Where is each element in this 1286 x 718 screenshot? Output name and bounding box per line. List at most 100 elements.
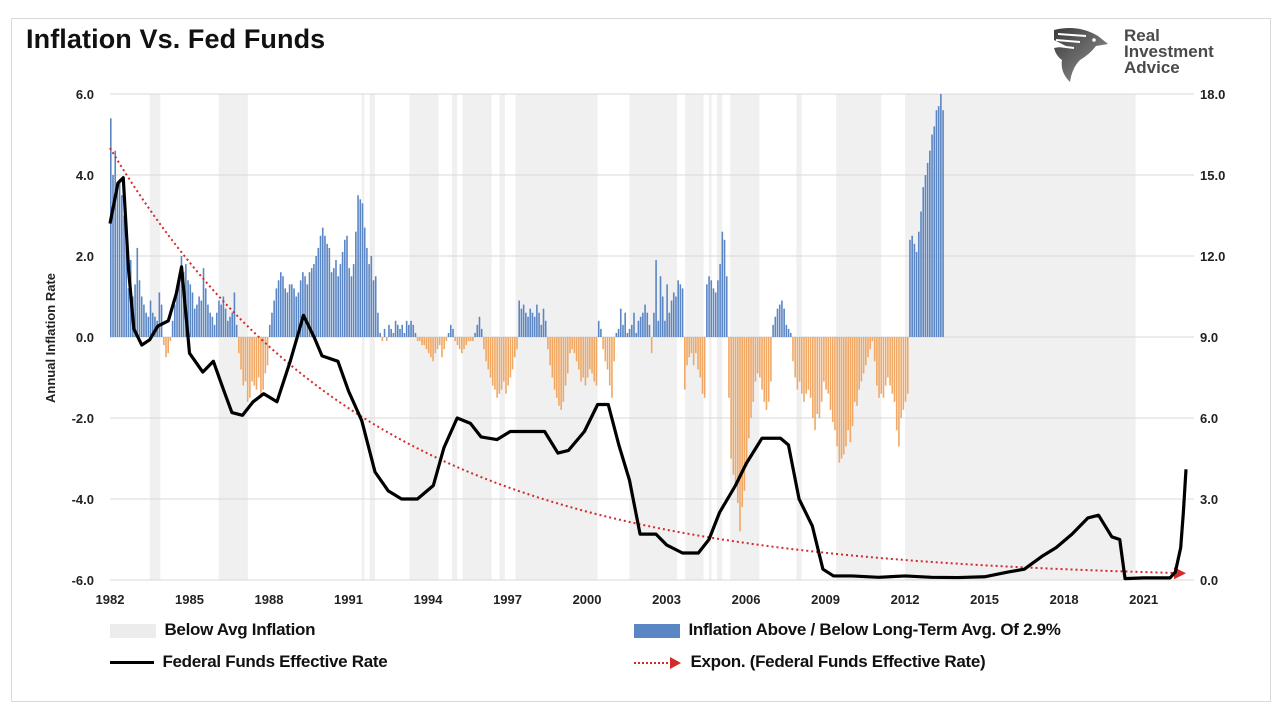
inflation-bar: [198, 296, 200, 337]
inflation-bar: [849, 337, 852, 443]
inflation-bar: [306, 284, 309, 337]
inflation-bar: [659, 276, 662, 337]
y-tick-label-left: 4.0: [76, 168, 94, 183]
inflation-bar: [412, 324, 415, 337]
inflation-bar: [653, 312, 655, 337]
inflation-bar: [405, 320, 408, 337]
inflation-bar: [158, 292, 161, 337]
inflation-bar: [308, 272, 311, 337]
inflation-bar: [637, 320, 640, 337]
inflation-bar: [268, 324, 271, 337]
inflation-bar: [474, 332, 476, 337]
inflation-bar: [127, 288, 130, 337]
inflation-bar: [853, 337, 856, 402]
x-tick-label: 2003: [652, 592, 681, 607]
inflation-bar: [449, 324, 452, 337]
inflation-bar: [423, 337, 426, 346]
inflation-bar: [500, 337, 503, 390]
inflation-bar: [151, 312, 154, 337]
inflation-bar: [178, 280, 181, 337]
inflation-bar: [251, 337, 253, 382]
inflation-bar: [169, 337, 172, 342]
inflation-bar: [856, 337, 858, 406]
inflation-bar: [421, 337, 423, 346]
inflation-bar: [231, 312, 234, 337]
inflation-bar: [344, 239, 346, 337]
legend-label: Below Avg Inflation: [164, 620, 316, 639]
inflation-bar: [706, 284, 708, 337]
inflation-bar: [149, 300, 152, 337]
x-tick-label: 1991: [334, 592, 363, 607]
inflation-bar: [600, 328, 602, 337]
inflation-bar: [906, 337, 909, 394]
inflation-bar: [695, 337, 697, 354]
inflation-bar: [352, 264, 355, 337]
legend-item-fed-funds: Federal Funds Effective Rate: [110, 652, 388, 672]
legend-swatch-bar: [634, 623, 680, 638]
inflation-bar: [357, 195, 359, 337]
inflation-bar: [401, 324, 404, 337]
inflation-bar: [330, 272, 333, 337]
inflation-bar: [540, 324, 543, 337]
inflation-bar: [827, 337, 830, 394]
legend-swatch-shade: [110, 623, 156, 638]
inflation-bar: [767, 337, 770, 402]
inflation-bar: [781, 300, 783, 337]
inflation-bar: [326, 243, 328, 337]
inflation-bar: [646, 312, 649, 337]
x-tick-label: 1994: [414, 592, 444, 607]
inflation-bar: [619, 308, 622, 337]
y-tick-label-right: 18.0: [1200, 87, 1225, 102]
inflation-bar: [681, 288, 684, 337]
inflation-bar: [313, 264, 315, 337]
inflation-bar: [710, 280, 713, 337]
inflation-bar: [123, 215, 125, 337]
inflation-bar: [291, 284, 293, 337]
inflation-bar: [714, 292, 717, 337]
inflation-bar: [229, 316, 231, 337]
inflation-bar: [770, 337, 772, 382]
inflation-bar: [361, 203, 364, 337]
inflation-bar: [244, 337, 247, 382]
inflation-bar: [772, 324, 774, 337]
inflation-bar: [277, 280, 280, 337]
inflation-bar: [847, 337, 849, 431]
inflation-bar: [555, 337, 558, 398]
inflation-bar: [438, 337, 441, 346]
inflation-bar: [831, 337, 834, 423]
inflation-bar: [112, 175, 114, 337]
inflation-bar: [480, 328, 483, 337]
inflation-bar: [732, 337, 735, 475]
inflation-bar: [167, 337, 169, 354]
inflation-bar: [745, 337, 748, 467]
inflation-bar: [814, 337, 816, 431]
inflation-bar: [639, 316, 642, 337]
inflation-bar: [335, 260, 337, 337]
inflation-bar: [282, 276, 284, 337]
inflation-bar: [134, 284, 136, 337]
inflation-bar: [472, 337, 474, 342]
inflation-bar: [337, 276, 339, 337]
inflation-bar: [246, 337, 249, 402]
inflation-bar: [657, 320, 660, 337]
inflation-bar: [138, 280, 141, 337]
inflation-bar: [264, 337, 267, 374]
inflation-bar: [701, 337, 704, 394]
fed-funds-line: [108, 176, 1188, 581]
inflation-bar: [756, 337, 759, 374]
inflation-bar: [507, 337, 509, 386]
x-tick-label: 2009: [811, 592, 840, 607]
inflation-bar: [789, 332, 792, 337]
inflation-bar: [889, 337, 891, 386]
inflation-bar: [211, 316, 214, 337]
inflation-bar: [697, 337, 699, 370]
inflation-bar: [381, 337, 384, 342]
y-tick-label-right: 3.0: [1200, 492, 1218, 507]
inflation-bar: [829, 337, 832, 410]
inflation-bar: [900, 337, 902, 418]
inflation-bar: [390, 328, 392, 337]
inflation-bar: [869, 337, 872, 350]
inflation-bar: [569, 337, 571, 354]
inflation-bar: [445, 337, 448, 342]
